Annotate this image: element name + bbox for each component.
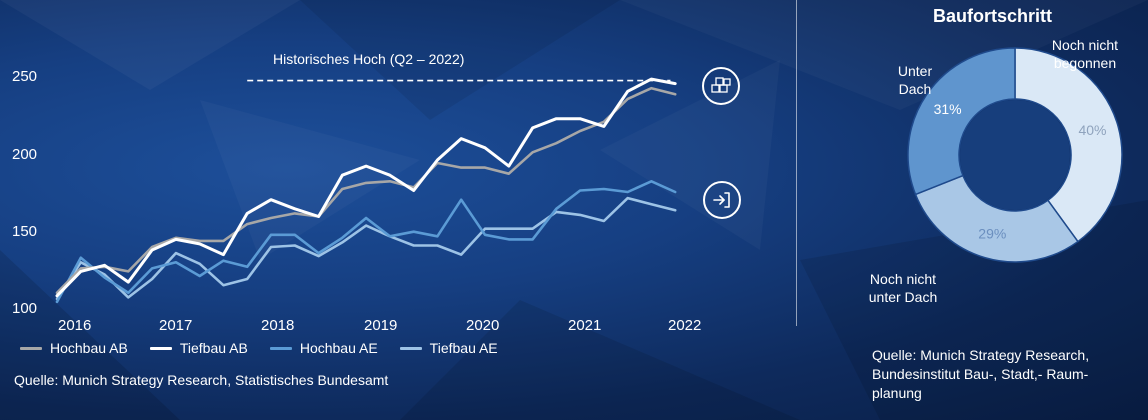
legend-label: Tiefbau AE bbox=[429, 340, 498, 356]
series-line-hochbau-ae bbox=[55, 180, 677, 304]
y-tick-label: 150 bbox=[12, 223, 37, 240]
y-axis: 250 200 150 100 bbox=[12, 68, 37, 317]
label-unter-dach: Dach bbox=[899, 81, 932, 97]
y-tick-label: 100 bbox=[12, 300, 37, 317]
legend-swatch bbox=[269, 346, 292, 350]
source-line: planung bbox=[872, 385, 922, 401]
series-line-tiefbau-ab bbox=[55, 77, 677, 298]
x-tick-label: 2021 bbox=[568, 317, 601, 334]
y-tick-label: 200 bbox=[12, 146, 37, 163]
x-tick-label: 2020 bbox=[466, 317, 499, 334]
source-note-right: Quelle: Munich Strategy Research, Bundes… bbox=[872, 346, 1142, 403]
x-tick-label: 2019 bbox=[364, 317, 397, 334]
legend-item-hochbau-ab: Hochbau AB bbox=[20, 340, 128, 356]
source-line: Bundesinstitut Bau-, Stadt,- Raum- bbox=[872, 366, 1089, 382]
legend-swatch bbox=[149, 346, 172, 350]
enter-arrow-icon bbox=[703, 181, 741, 219]
historical-high-label: Historisches Hoch (Q2 – 2022) bbox=[273, 51, 464, 67]
y-tick-label: 250 bbox=[12, 68, 37, 85]
legend-label: Hochbau AB bbox=[50, 340, 128, 356]
label-noch-nicht-begonnen: Noch nicht bbox=[1052, 37, 1118, 53]
donut-hole bbox=[960, 100, 1070, 210]
legend-swatch bbox=[399, 346, 422, 350]
label-noch-nicht-unter-dach: Noch nicht bbox=[870, 271, 936, 287]
legend-item-tiefbau-ae: Tiefbau AE bbox=[399, 340, 498, 356]
source-line: Quelle: Munich Strategy Research, bbox=[872, 347, 1090, 363]
donut-slice-2 bbox=[914, 174, 1079, 263]
source-note-left: Quelle: Munich Strategy Research, Statis… bbox=[14, 372, 389, 388]
donut-title: Baufortschritt bbox=[933, 6, 1052, 26]
panel-divider bbox=[796, 0, 797, 326]
chart-legend: Hochbau AB Tiefbau AB Hochbau AE Tiefbau… bbox=[20, 340, 498, 356]
x-tick-label: 2016 bbox=[58, 317, 91, 334]
label-unter-dach: Unter bbox=[898, 63, 933, 79]
donut-slice-3 bbox=[907, 47, 1016, 196]
legend-label: Hochbau AE bbox=[299, 340, 378, 356]
boxes-icon bbox=[702, 67, 740, 105]
donut-slice-value-label: 40% bbox=[1078, 122, 1106, 138]
series-layer bbox=[55, 77, 677, 304]
donut-slice-value-label: 29% bbox=[978, 225, 1006, 241]
legend-swatch bbox=[20, 346, 42, 350]
legend-item-tiefbau-ab: Tiefbau AB bbox=[149, 340, 248, 356]
x-tick-label: 2018 bbox=[261, 317, 294, 334]
label-noch-nicht-begonnen: begonnen bbox=[1054, 55, 1116, 71]
legend-item-hochbau-ae: Hochbau AE bbox=[269, 340, 378, 356]
x-tick-label: 2022 bbox=[668, 317, 701, 334]
donut-slice-value-label: 31% bbox=[934, 101, 962, 117]
legend-label: Tiefbau AB bbox=[179, 340, 248, 356]
series-line-hochbau-ab bbox=[55, 86, 677, 295]
x-axis: 2016 2017 2018 2019 2020 2021 2022 bbox=[58, 317, 701, 334]
label-noch-nicht-unter-dach: unter Dach bbox=[869, 289, 937, 305]
x-tick-label: 2017 bbox=[159, 317, 192, 334]
series-line-tiefbau-ae bbox=[55, 196, 677, 301]
donut-layer: 40% 29% 31% bbox=[907, 47, 1123, 263]
donut-slice-1 bbox=[1014, 47, 1123, 243]
